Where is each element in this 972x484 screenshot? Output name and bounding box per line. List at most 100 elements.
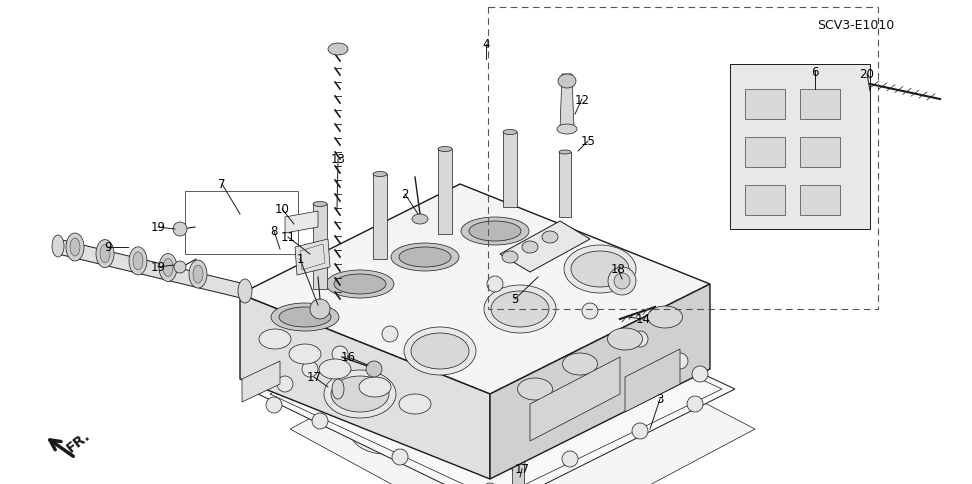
Circle shape — [173, 223, 187, 237]
Circle shape — [332, 346, 348, 362]
Ellipse shape — [350, 408, 420, 454]
Text: 7: 7 — [219, 178, 226, 191]
Ellipse shape — [271, 303, 339, 332]
Ellipse shape — [571, 252, 629, 287]
Ellipse shape — [289, 344, 321, 364]
Polygon shape — [745, 186, 785, 215]
Polygon shape — [560, 75, 574, 130]
Ellipse shape — [647, 306, 682, 328]
Text: 12: 12 — [574, 93, 589, 106]
Ellipse shape — [517, 378, 552, 400]
Ellipse shape — [163, 259, 173, 277]
Ellipse shape — [133, 252, 143, 270]
Polygon shape — [242, 361, 280, 402]
Text: SCV3-E1010: SCV3-E1010 — [816, 19, 894, 31]
Ellipse shape — [469, 222, 521, 242]
Ellipse shape — [503, 130, 517, 135]
Ellipse shape — [557, 125, 577, 135]
Circle shape — [487, 276, 503, 292]
Polygon shape — [530, 357, 620, 441]
Circle shape — [687, 396, 703, 412]
Polygon shape — [745, 138, 785, 167]
Circle shape — [632, 423, 648, 439]
Text: 11: 11 — [281, 231, 295, 244]
Ellipse shape — [96, 240, 114, 268]
Circle shape — [266, 397, 282, 413]
Ellipse shape — [52, 236, 64, 257]
Ellipse shape — [334, 274, 386, 294]
Circle shape — [277, 376, 293, 392]
Text: 20: 20 — [859, 68, 875, 81]
Ellipse shape — [189, 260, 207, 288]
Ellipse shape — [319, 359, 351, 379]
Circle shape — [312, 413, 328, 429]
Ellipse shape — [324, 370, 396, 418]
Polygon shape — [512, 464, 524, 484]
Ellipse shape — [558, 75, 576, 89]
Polygon shape — [559, 152, 571, 217]
Circle shape — [562, 451, 578, 467]
Polygon shape — [503, 133, 517, 208]
Polygon shape — [800, 90, 840, 120]
Polygon shape — [438, 150, 452, 235]
Polygon shape — [800, 138, 840, 167]
Polygon shape — [373, 175, 387, 259]
Text: 1: 1 — [296, 253, 304, 266]
Ellipse shape — [511, 453, 525, 475]
Ellipse shape — [559, 151, 571, 155]
Ellipse shape — [522, 242, 538, 254]
Polygon shape — [490, 285, 710, 479]
Ellipse shape — [608, 328, 642, 350]
Text: 3: 3 — [656, 393, 664, 406]
Circle shape — [672, 353, 688, 369]
Ellipse shape — [359, 377, 391, 397]
Circle shape — [632, 332, 648, 348]
Ellipse shape — [238, 279, 252, 303]
Ellipse shape — [461, 217, 529, 245]
Polygon shape — [290, 307, 755, 484]
Polygon shape — [625, 349, 680, 412]
Polygon shape — [240, 184, 710, 394]
Polygon shape — [500, 222, 590, 272]
Circle shape — [302, 361, 318, 377]
Ellipse shape — [373, 172, 387, 177]
Text: 18: 18 — [610, 263, 625, 276]
Text: 13: 13 — [330, 153, 345, 166]
Polygon shape — [258, 277, 735, 484]
Text: 17: 17 — [306, 371, 322, 384]
Polygon shape — [58, 240, 245, 300]
Ellipse shape — [484, 286, 556, 333]
Circle shape — [174, 261, 186, 273]
Ellipse shape — [411, 333, 469, 369]
Text: 5: 5 — [511, 293, 519, 306]
Text: 17: 17 — [514, 463, 530, 475]
Polygon shape — [313, 205, 327, 289]
Ellipse shape — [399, 394, 431, 414]
Ellipse shape — [391, 243, 459, 272]
Ellipse shape — [590, 278, 660, 324]
Ellipse shape — [399, 247, 451, 268]
Ellipse shape — [412, 214, 428, 225]
Circle shape — [310, 300, 330, 319]
Text: 10: 10 — [274, 203, 290, 216]
Ellipse shape — [259, 329, 291, 349]
Text: 8: 8 — [270, 225, 278, 238]
Text: 6: 6 — [812, 65, 818, 78]
Ellipse shape — [563, 353, 598, 375]
Ellipse shape — [313, 202, 327, 207]
Circle shape — [582, 303, 598, 319]
Ellipse shape — [328, 44, 348, 56]
Text: FR.: FR. — [64, 428, 92, 455]
Ellipse shape — [332, 379, 344, 399]
Text: 2: 2 — [401, 188, 409, 201]
Ellipse shape — [331, 376, 389, 412]
Ellipse shape — [491, 291, 549, 327]
Polygon shape — [240, 294, 490, 479]
Ellipse shape — [404, 327, 476, 375]
Text: 16: 16 — [340, 351, 356, 364]
Ellipse shape — [129, 247, 147, 275]
Text: 9: 9 — [104, 241, 112, 254]
Polygon shape — [285, 212, 318, 233]
Ellipse shape — [542, 231, 558, 243]
Text: 15: 15 — [580, 135, 596, 148]
